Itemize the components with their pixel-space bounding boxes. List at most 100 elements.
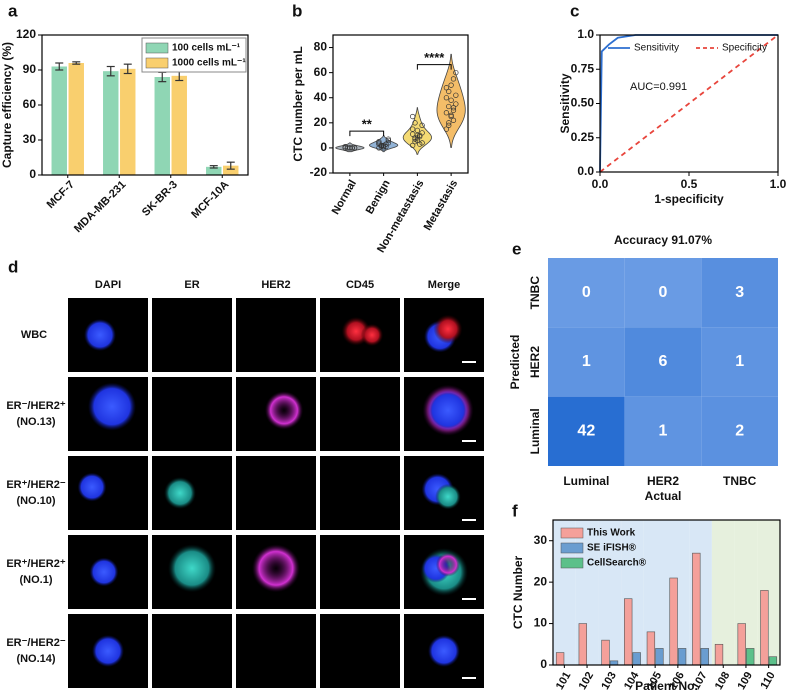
y-tick-label: 30: [23, 132, 37, 146]
heatmap-cell: [701, 258, 778, 328]
data-point: [450, 107, 457, 113]
bar: [578, 623, 587, 666]
data-point: [376, 141, 382, 147]
y-axis-label: CTC Number: [511, 556, 525, 630]
bar: [609, 660, 619, 666]
bar: [206, 166, 222, 175]
data-point: [414, 127, 421, 133]
bar: [223, 165, 239, 175]
cell-signal: [164, 477, 196, 509]
legend-swatch: [145, 42, 169, 54]
heatmap-cell: [701, 327, 778, 397]
significance-label: **: [362, 117, 373, 132]
y-tick-label: 20: [534, 574, 548, 588]
row-sample: (NO.14): [16, 653, 55, 665]
cell-signal: [360, 323, 384, 347]
y-tick-label: 120: [16, 27, 36, 41]
cell-label: 3: [735, 284, 744, 301]
data-point: [450, 117, 457, 123]
row-sample: (NO.10): [16, 495, 55, 507]
column-header: HER2: [261, 279, 290, 291]
violin: [402, 107, 432, 155]
column-header: DAPI: [95, 279, 121, 291]
row-sample: (NO.13): [16, 416, 55, 428]
x-tick-label: 108: [713, 670, 733, 692]
y-axis-label: Predicted: [508, 335, 522, 390]
y-tick-label: 0.75: [571, 61, 595, 75]
x-tick-label: 110: [758, 670, 777, 691]
data-point: [349, 145, 355, 151]
data-point: [417, 141, 423, 147]
x-tick-label: HER2: [647, 474, 679, 488]
cell-label: 1: [582, 353, 591, 370]
data-point: [443, 85, 450, 91]
bar: [51, 66, 67, 175]
y-tick-label: 0.50: [571, 96, 595, 110]
violin: [436, 53, 466, 148]
legend-label: Specificity: [722, 43, 767, 54]
row-label: ER⁺/HER2⁺: [6, 558, 65, 570]
bar: [171, 75, 187, 175]
bar: [677, 648, 687, 666]
x-tick-label: 0.5: [681, 177, 698, 191]
legend-label: CellSearch®: [587, 558, 647, 569]
x-tick-label: Normal: [330, 178, 359, 217]
y-tick-label: 0: [320, 140, 327, 154]
panel-label: d: [8, 257, 18, 276]
heatmap-cell: [624, 396, 702, 466]
data-point: [453, 69, 459, 76]
y-tick-label: 60: [314, 65, 328, 79]
x-tick-label: Benign: [364, 178, 393, 217]
y-tick-label: 0: [29, 167, 36, 181]
bar: [154, 77, 170, 175]
heatmap-cell: [548, 258, 625, 328]
row-label: ER⁻/HER2⁻: [6, 637, 65, 649]
data-point: [414, 132, 421, 139]
row-label: ER⁺/HER2⁻: [6, 479, 65, 491]
bar: [768, 656, 778, 666]
cell-signal: [77, 472, 107, 502]
cell-label: 0: [659, 284, 668, 301]
data-point: [443, 126, 450, 132]
bar: [700, 648, 709, 666]
bar: [555, 652, 565, 666]
data-point: [448, 112, 454, 118]
column-header: ER: [184, 279, 199, 291]
x-axis-label: Actual: [645, 489, 682, 503]
y-tick-label: Luminal: [528, 408, 542, 454]
micrograph: [236, 298, 316, 372]
data-point: [419, 130, 425, 136]
cell-label: 6: [659, 353, 668, 370]
chart-title: Accuracy 91.07%: [614, 233, 712, 247]
cell-signal: [92, 635, 124, 667]
legend-label: 100 cells mL⁻¹: [172, 43, 241, 54]
x-tick-label: 102: [577, 670, 597, 692]
bar: [68, 63, 84, 175]
micrograph: [320, 456, 400, 530]
x-tick-label: MCF-10A: [189, 179, 231, 221]
y-tick-label: 30: [534, 533, 548, 547]
row-sample: (NO.1): [20, 574, 53, 586]
significance-bracket: [416, 64, 452, 70]
cell-signal: [264, 391, 304, 430]
y-tick-label: 20: [314, 115, 328, 129]
micrograph: [320, 614, 400, 688]
data-point: [450, 105, 457, 111]
cell-signal: [428, 635, 460, 667]
cell-label: 0: [582, 284, 591, 301]
legend-label: This Work: [587, 528, 636, 539]
x-tick-label: 0.0: [592, 177, 609, 191]
cell-signal: [88, 382, 136, 431]
bar: [746, 648, 755, 666]
data-point: [443, 95, 450, 101]
legend-swatch: [560, 527, 584, 539]
legend-label: SE iFISH®: [587, 543, 637, 554]
axes-frame: [552, 519, 781, 666]
heatmap-cell: [624, 258, 702, 328]
data-point: [453, 92, 459, 98]
row-label: WBC: [21, 329, 47, 341]
panel-label: e: [512, 239, 521, 258]
y-tick-label: 60: [23, 97, 37, 111]
panel-label: a: [8, 1, 18, 20]
data-point: [410, 131, 416, 137]
